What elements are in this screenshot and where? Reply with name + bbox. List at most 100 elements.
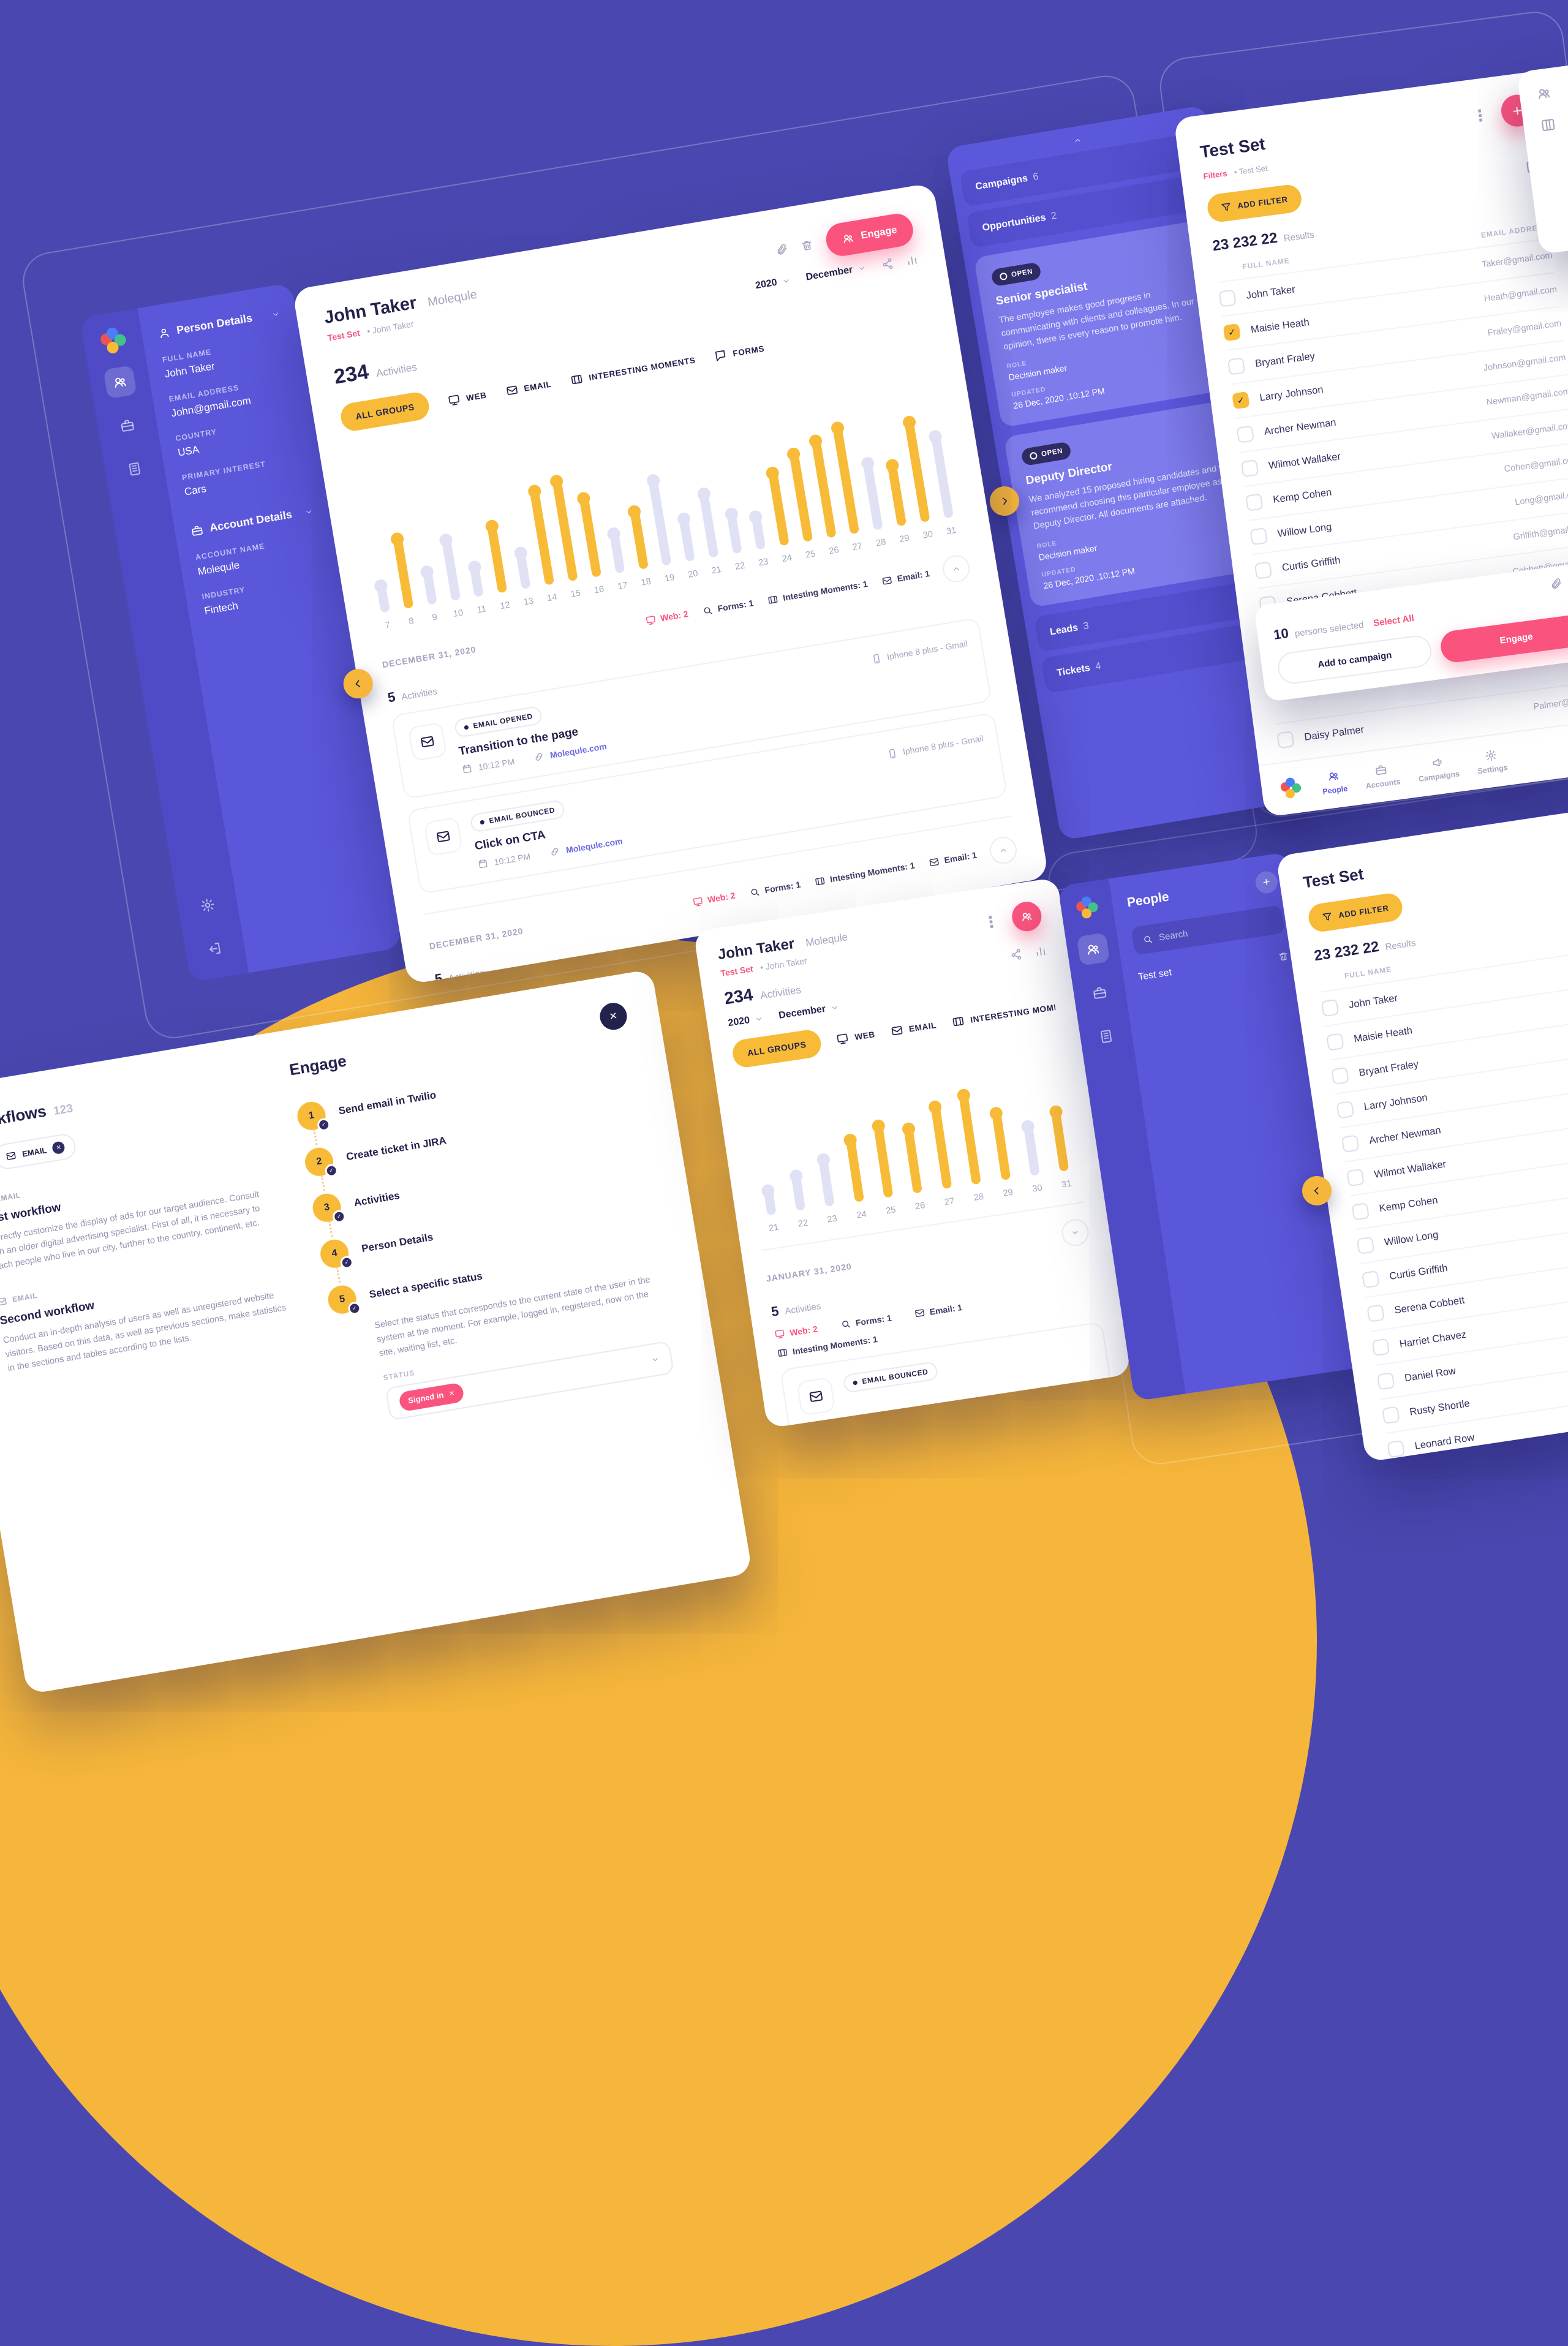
collapse-sidebar-button[interactable]	[1302, 1176, 1332, 1205]
activity-link[interactable]: Molequle.com	[565, 835, 624, 855]
settings-gear-icon[interactable]	[190, 888, 224, 922]
row-checkbox[interactable]	[1331, 1066, 1349, 1085]
nav-accounts-icon[interactable]	[110, 409, 144, 442]
filter-forms[interactable]: FORMS	[714, 342, 765, 362]
chart-icon[interactable]	[1034, 944, 1048, 958]
row-checkbox[interactable]	[1326, 1033, 1344, 1051]
column-header-name[interactable]: FULL NAME	[1344, 965, 1393, 981]
collapse-group-button[interactable]	[1060, 1217, 1091, 1248]
sidebar-item-test-set[interactable]: Test set	[1137, 950, 1289, 983]
collapse-group-button[interactable]	[940, 553, 972, 584]
row-checkbox[interactable]	[1376, 1372, 1395, 1390]
breadcrumb-primary[interactable]: Filters	[1202, 168, 1228, 181]
search-input[interactable]	[1158, 915, 1275, 943]
remove-status-icon[interactable]: ✕	[448, 1389, 456, 1398]
collapse-sidebar-button[interactable]	[341, 666, 375, 701]
status-chip[interactable]: Signed in ✕	[398, 1381, 465, 1412]
nav-campaigns[interactable]: Campaigns	[1416, 753, 1460, 783]
row-checkbox[interactable]	[1227, 357, 1246, 375]
trash-icon[interactable]	[1278, 950, 1289, 962]
nav-accounts-icon[interactable]	[1083, 976, 1117, 1010]
row-checkbox[interactable]	[1223, 323, 1241, 342]
step-check-icon: ✓	[331, 1209, 347, 1224]
row-checkbox[interactable]	[1218, 289, 1237, 307]
filter-interesting-moments[interactable]: INTERESTING MOMENTS	[951, 998, 1057, 1028]
add-to-campaign-button[interactable]: Add to campaign	[1276, 633, 1434, 686]
select-all-link[interactable]: Select All	[1373, 613, 1415, 629]
row-checkbox[interactable]	[1236, 425, 1254, 443]
nav-companies-icon[interactable]	[118, 452, 151, 486]
filter-email[interactable]: EMAIL	[505, 378, 552, 398]
workflow-item[interactable]: EMAIL First workflow Correctly customize…	[0, 1149, 276, 1275]
engage-button[interactable]: Engage	[1439, 613, 1568, 665]
month-select[interactable]: December	[805, 262, 867, 283]
row-checkbox[interactable]	[1240, 459, 1259, 478]
expand-panel-button[interactable]	[987, 484, 1022, 518]
nav-accounts[interactable]: Accounts	[1363, 761, 1401, 790]
paperclip-icon[interactable]	[1549, 577, 1562, 590]
activity-link[interactable]: Molequle.com	[549, 741, 608, 760]
add-filter-button[interactable]: ADD FILTER	[1205, 183, 1303, 224]
row-checkbox[interactable]	[1245, 493, 1264, 511]
filter-interesting-moments[interactable]: INTERESTING MOMENTS	[570, 353, 696, 387]
row-checkbox[interactable]	[1387, 1439, 1405, 1458]
kebab-menu[interactable]: ⋮	[1471, 105, 1490, 126]
panel-collapse-chevron[interactable]	[946, 110, 1208, 168]
engage-button[interactable]	[1010, 899, 1044, 933]
activity-item[interactable]: EMAIL BOUNCED	[780, 1321, 1112, 1428]
account-details-header[interactable]: Account Details	[190, 505, 314, 538]
row-checkbox[interactable]	[1341, 1134, 1360, 1153]
row-checkbox[interactable]	[1232, 391, 1250, 410]
trash-icon[interactable]	[800, 238, 814, 252]
breadcrumb-primary[interactable]: Test Set	[720, 964, 754, 979]
columns-toggle-icon[interactable]	[1540, 100, 1568, 133]
chart-icon[interactable]	[905, 253, 919, 267]
breadcrumb-primary[interactable]: Test Set	[326, 328, 361, 343]
year-select[interactable]: 2020	[755, 275, 791, 292]
share-icon[interactable]	[881, 257, 895, 271]
row-checkbox[interactable]	[1321, 998, 1340, 1017]
filter-web[interactable]: WEB	[447, 388, 488, 407]
envelope-icon	[407, 722, 448, 762]
filter-chip-email[interactable]: EMAIL ✕	[0, 1132, 78, 1171]
row-checkbox[interactable]	[1356, 1236, 1375, 1255]
month-select[interactable]: December	[778, 1001, 840, 1021]
row-checkbox[interactable]	[1250, 527, 1268, 546]
add-list-button[interactable]: +	[1254, 870, 1280, 896]
workflow-item[interactable]: EMAIL Second workflow Conduct an in-dept…	[0, 1250, 293, 1376]
column-header-name[interactable]: FULL NAME	[1242, 256, 1291, 271]
row-checkbox[interactable]	[1382, 1406, 1400, 1425]
filter-all-groups[interactable]: ALL GROUPS	[731, 1028, 823, 1069]
filter-web[interactable]: WEB	[835, 1028, 876, 1046]
status-select[interactable]: Signed in ✕	[385, 1340, 674, 1420]
row-checkbox[interactable]	[1351, 1202, 1370, 1221]
nav-people-icon[interactable]	[1076, 932, 1110, 966]
filter-all-groups[interactable]: ALL GROUPS	[339, 390, 431, 433]
nav-people[interactable]: People	[1320, 769, 1348, 796]
people-icon[interactable]	[1536, 69, 1568, 102]
person-details-header[interactable]: Person Details	[157, 307, 281, 340]
row-checkbox[interactable]	[1366, 1304, 1385, 1322]
share-icon[interactable]	[1009, 948, 1023, 962]
year-select[interactable]: 2020	[728, 1013, 764, 1029]
filter-email[interactable]: EMAIL	[890, 1019, 938, 1038]
logout-icon[interactable]	[198, 932, 232, 965]
envelope-icon	[882, 576, 892, 584]
activity-item[interactable]: EMAIL OPENED Iphone 8 plus - Gmail Trans…	[390, 617, 992, 800]
row-checkbox[interactable]	[1276, 731, 1295, 749]
remove-filter-icon[interactable]: ✕	[51, 1141, 66, 1155]
nav-companies-icon[interactable]	[1090, 1020, 1123, 1054]
kebab-menu[interactable]: ⋮	[981, 911, 1001, 932]
collapse-group-button[interactable]	[987, 834, 1019, 866]
row-checkbox[interactable]	[1371, 1338, 1390, 1357]
row-checkbox[interactable]	[1336, 1101, 1355, 1119]
nav-settings[interactable]: Settings	[1475, 747, 1508, 775]
add-filter-button[interactable]: ADD FILTER	[1306, 891, 1404, 933]
row-checkbox[interactable]	[1362, 1270, 1380, 1289]
paperclip-icon[interactable]	[775, 242, 789, 256]
nav-people-icon[interactable]	[103, 365, 137, 399]
row-checkbox[interactable]	[1346, 1168, 1365, 1187]
row-checkbox[interactable]	[1254, 561, 1273, 579]
activity-item[interactable]: EMAIL BOUNCED Iphone 8 plus - Gmail Clic…	[406, 712, 1008, 895]
engage-button[interactable]: Engage	[824, 211, 916, 258]
